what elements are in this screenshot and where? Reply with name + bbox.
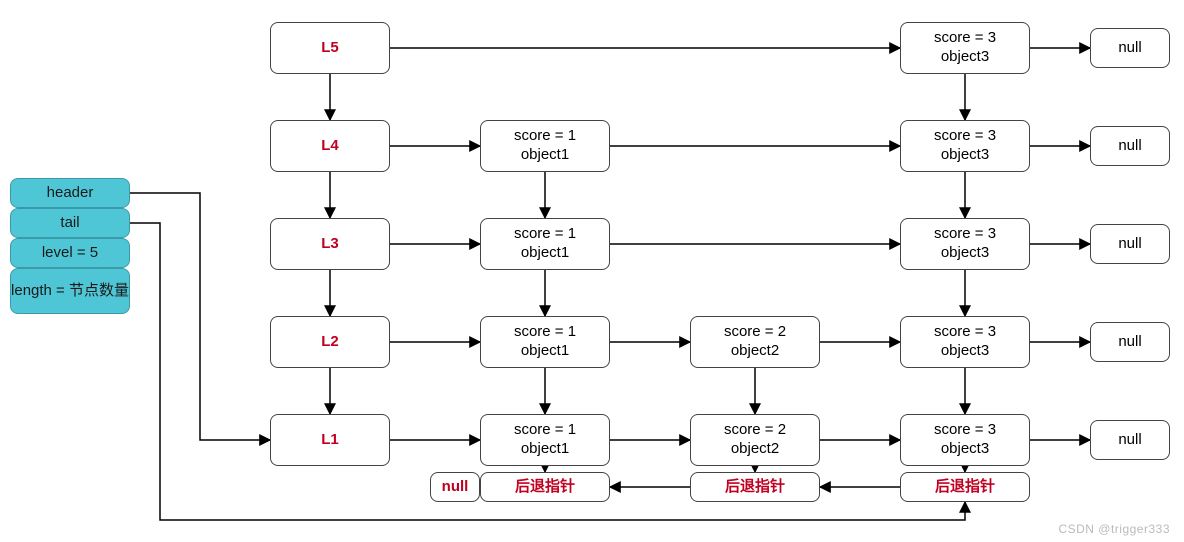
line2: object1 [521,342,569,361]
line1: score = 3 [934,29,996,48]
null-node: null [1090,126,1170,166]
skiplist-diagram: header tail level = 5 length = 节点数量 L5 L4 L3 L2… [0,0,1184,542]
line1: score = 2 [724,421,786,440]
line1: score = 2 [724,323,786,342]
label: L4 [321,137,339,156]
null-node: null [1090,322,1170,362]
line2: object3 [941,244,989,263]
backward-node: 后退指针 [480,472,610,502]
backward-node: null [430,472,480,502]
data-node: score = 3object3 [900,120,1030,172]
label: level = 5 [42,244,98,263]
meta-cell: length = 节点数量 [10,268,130,314]
label: null [1118,431,1141,450]
label: length = 节点数量 [11,282,129,301]
line2: object3 [941,146,989,165]
line2: object1 [521,146,569,165]
backward-node: 后退指针 [900,472,1030,502]
meta-cell: level = 5 [10,238,130,268]
data-node: score = 3object3 [900,316,1030,368]
data-node: score = 2object2 [690,414,820,466]
line1: score = 1 [514,421,576,440]
line1: score = 3 [934,323,996,342]
line1: score = 1 [514,225,576,244]
line1: score = 3 [934,421,996,440]
line2: object2 [731,440,779,459]
null-node: null [1090,224,1170,264]
level-node: L2 [270,316,390,368]
data-node: score = 1object1 [480,218,610,270]
level-node: L1 [270,414,390,466]
label: null [1118,333,1141,352]
line1: score = 3 [934,225,996,244]
line1: score = 3 [934,127,996,146]
data-node: score = 3object3 [900,22,1030,74]
data-node: score = 1object1 [480,316,610,368]
line2: object1 [521,440,569,459]
data-node: score = 1object1 [480,414,610,466]
level-node: L3 [270,218,390,270]
backward-node: 后退指针 [690,472,820,502]
level-node: L5 [270,22,390,74]
line1: score = 1 [514,323,576,342]
line2: object1 [521,244,569,263]
label: null [442,478,469,497]
label: null [1118,39,1141,58]
label: 后退指针 [515,478,575,497]
level-node: L4 [270,120,390,172]
label: 后退指针 [935,478,995,497]
label: L3 [321,235,339,254]
label: 后退指针 [725,478,785,497]
null-node: null [1090,28,1170,68]
line2: object3 [941,342,989,361]
line2: object3 [941,440,989,459]
label: null [1118,137,1141,156]
label: header [47,184,94,203]
null-node: null [1090,420,1170,460]
meta-cell: header [10,178,130,208]
data-node: score = 3object3 [900,414,1030,466]
label: L1 [321,431,339,450]
label: tail [60,214,79,233]
data-node: score = 3object3 [900,218,1030,270]
line2: object3 [941,48,989,67]
label: L5 [321,39,339,58]
line2: object2 [731,342,779,361]
line1: score = 1 [514,127,576,146]
meta-cell: tail [10,208,130,238]
label: L2 [321,333,339,352]
data-node: score = 1object1 [480,120,610,172]
label: null [1118,235,1141,254]
watermark: CSDN @trigger333 [1058,522,1170,536]
data-node: score = 2object2 [690,316,820,368]
